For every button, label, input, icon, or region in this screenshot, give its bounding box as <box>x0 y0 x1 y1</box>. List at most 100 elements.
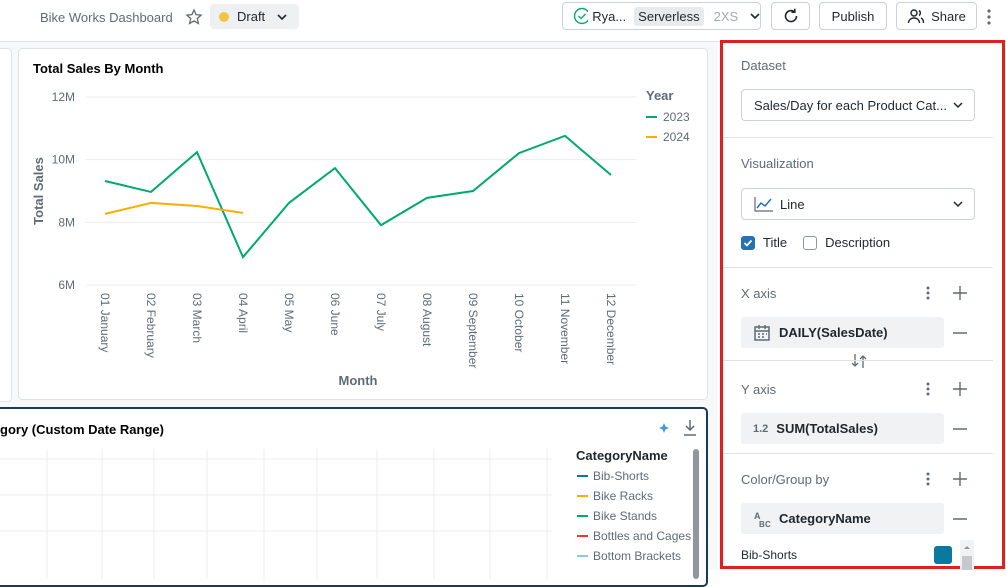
y-tick-label: 10M <box>52 153 75 167</box>
y-field[interactable]: 1.2 SUM(TotalSales) <box>741 413 944 444</box>
legend-label: 2024 <box>663 130 690 144</box>
share-icon <box>907 9 925 24</box>
x-tick-label: 02 February <box>144 293 158 358</box>
calendar-icon <box>754 324 770 341</box>
series-line <box>104 201 244 215</box>
x-tick-label: 01 January <box>98 293 112 352</box>
chevron <box>953 201 963 208</box>
refresh-icon <box>784 8 797 23</box>
check <box>743 239 753 247</box>
color-item-label: Bib-Shorts <box>741 548 798 562</box>
checkbox-label: Title <box>763 235 788 250</box>
legend-label: Bottom Brackets <box>593 549 681 563</box>
x-tick-label: 09 September <box>466 293 480 368</box>
legend-label: Bike Racks <box>593 489 653 503</box>
chevron <box>750 13 760 20</box>
legend-label: Bike Stands <box>593 509 657 523</box>
y-field-name: SUM(TotalSales) <box>776 421 878 436</box>
line-icon <box>754 197 773 212</box>
color-label: Color/Group by <box>741 472 830 487</box>
compute: Serverless <box>634 6 704 26</box>
series-line <box>104 134 612 259</box>
x-tick-label: 12 December <box>604 293 618 365</box>
kebab-menu[interactable] <box>984 8 994 26</box>
separator <box>723 267 993 268</box>
checkbox[interactable] <box>741 235 755 250</box>
x-axis-label: X axis <box>741 286 777 301</box>
legend-label: Bottles and Cages <box>593 529 691 543</box>
x-tick-label: 10 October <box>512 293 526 352</box>
dataset-label: Dataset <box>741 58 786 73</box>
star-icon[interactable] <box>185 8 203 26</box>
x-tick-label: 11 November <box>558 293 572 364</box>
y-type: 1.2 <box>753 422 769 435</box>
x-tick-label: 04 April <box>236 293 250 333</box>
publish-button[interactable]: Publish <box>819 2 887 30</box>
dataset: Sales/Day for each Product Cat... <box>754 97 947 113</box>
x-field-name: DAILY(SalesDate) <box>779 325 888 340</box>
svg-text:B: B <box>759 520 765 528</box>
line-chart: Total Sales By Month 6M 8M 10M 12M 01 Januar… <box>31 61 690 388</box>
legend-label: Bib-Shorts <box>593 469 649 483</box>
separator <box>723 360 993 361</box>
dataset-select[interactable]: Sales/Day for each Product Cat... <box>741 89 975 121</box>
status: Draft <box>237 9 266 24</box>
assistant-icon[interactable] <box>659 423 669 433</box>
visualization: Line <box>780 196 805 212</box>
text-type-icon: AB C <box>754 511 771 528</box>
svg-text:C: C <box>765 520 771 528</box>
compute-select[interactable]: Rya... Serverless 2XS <box>562 2 761 30</box>
x-field[interactable]: DAILY(SalesDate) <box>741 317 944 348</box>
color-swatch[interactable] <box>934 546 952 564</box>
size: 2XS <box>713 8 739 24</box>
swap-icon[interactable] <box>850 352 868 370</box>
y-tick-label: 6M <box>58 278 75 292</box>
legend-title: CategoryName <box>576 448 668 463</box>
y-tick-label: 8M <box>58 215 75 229</box>
chart-2-title: gory (Custom Date Range) <box>0 422 164 437</box>
section-icons <box>926 286 967 520</box>
chart-2: gory (Custom Date Range) CategoryName Bi… <box>0 420 699 579</box>
dashboard-title: Bike Works Dashboard <box>40 10 173 25</box>
checkbox-label: Description <box>825 235 891 250</box>
owner: Rya... <box>592 8 627 24</box>
legend-title: Year <box>646 88 673 103</box>
separator <box>723 453 993 454</box>
separator <box>723 137 993 138</box>
x-axis-title: Month <box>339 373 378 388</box>
color-field-name: CategoryName <box>779 511 871 526</box>
x-tick-label: 07 July <box>374 293 388 331</box>
share-button[interactable]: Share <box>896 2 977 30</box>
checkbox-row: Title Description <box>741 235 890 250</box>
refresh-button[interactable] <box>771 2 810 30</box>
visualization-label: Visualization <box>741 156 814 171</box>
legend-label: 2023 <box>663 110 690 124</box>
y-axis-title: Total Sales <box>31 157 46 225</box>
side-panel <box>718 42 1006 570</box>
chevron <box>953 102 963 109</box>
top-bar <box>0 0 1006 42</box>
y-tick-label: 12M <box>52 90 75 104</box>
x-tick-label: 08 August <box>420 293 434 347</box>
y-axis-label: Y axis <box>741 382 777 397</box>
panel-scrollbar[interactable] <box>960 540 974 570</box>
highlight-box <box>720 40 1005 569</box>
status-dot <box>219 11 229 22</box>
scroll-arrow <box>962 546 972 570</box>
x-tick-label: 05 May <box>282 293 296 332</box>
svg-text:A: A <box>754 511 761 521</box>
chevron <box>277 13 287 20</box>
card-left <box>0 48 12 402</box>
share-label: Share <box>931 8 966 24</box>
chart-card-2[interactable]: gory (Custom Date Range) CategoryName Bi… <box>0 407 708 587</box>
x-tick-label: 06 June <box>328 293 342 336</box>
chart-card[interactable]: Total Sales By Month 6M 8M 10M 12M 01 Januar… <box>18 48 708 400</box>
checkbox[interactable] <box>803 235 818 250</box>
visualization-select[interactable]: Line <box>741 188 975 220</box>
status-pill[interactable]: Draft <box>210 4 299 29</box>
color-field[interactable]: A B C CategoryName <box>741 503 944 534</box>
grid-lines <box>0 449 552 579</box>
scrollbar[interactable] <box>693 449 699 579</box>
download-icon[interactable] <box>684 420 696 436</box>
